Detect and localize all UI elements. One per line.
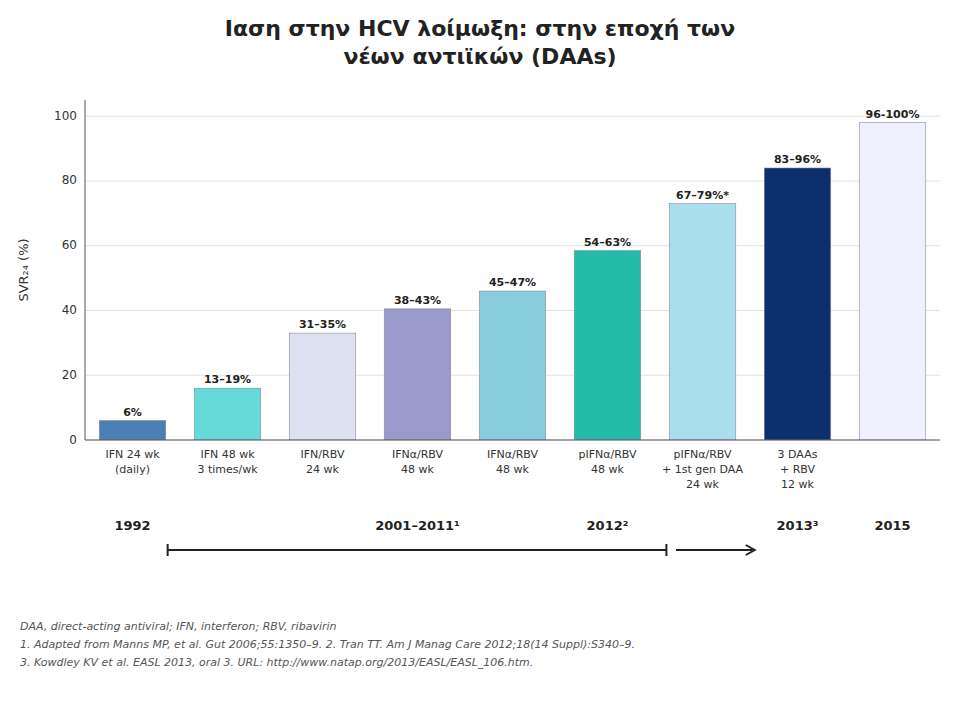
y-tick-label: 60	[62, 238, 77, 252]
timeline-end	[665, 544, 667, 556]
annotation: 2001–2011¹	[375, 518, 460, 533]
x-tick-label: IFN 24 wk(daily)	[105, 448, 160, 476]
y-tick-label: 80	[62, 173, 77, 187]
x-tick-label: pIFNα/RBV48 wk	[578, 448, 637, 476]
timeline	[168, 544, 755, 556]
y-tick-label: 100	[54, 109, 77, 123]
footnote: 3. Kowdley KV et al. EASL 2013, oral 3. …	[20, 656, 533, 669]
bar	[289, 333, 356, 440]
y-axis-line	[85, 100, 86, 440]
chart: Ιαση στην HCV λοίμωξη: στην εποχή τωννέω…	[0, 0, 960, 716]
data-label: 45–47%	[489, 276, 536, 289]
bars	[99, 123, 926, 440]
x-tick-label: IFN/RBV24 wk	[301, 448, 345, 476]
x-tick-label: IFNα/RBV48 wk	[392, 448, 444, 476]
annotation: 2015	[874, 518, 910, 533]
y-tick-label: 0	[69, 433, 77, 447]
timeline-line	[168, 549, 667, 551]
bar	[764, 168, 831, 440]
timeline-arrow-head	[746, 545, 755, 555]
data-label: 31–35%	[299, 318, 346, 331]
annotation: 2012²	[587, 518, 629, 533]
y-tick-label: 40	[62, 303, 77, 317]
data-label: 6%	[123, 406, 142, 419]
data-label: 83–96%	[774, 153, 821, 166]
grid-line	[85, 116, 940, 117]
grid-line	[85, 440, 940, 441]
bar	[574, 251, 641, 440]
bar	[669, 204, 736, 440]
timeline-arrow	[676, 549, 753, 551]
timeline-end	[167, 544, 169, 556]
footnote: DAA, direct-acting antiviral; IFN, inter…	[20, 620, 337, 633]
footnote: 1. Adapted from Manns MP, et al. Gut 200…	[20, 638, 635, 651]
grid	[85, 116, 940, 440]
y-tick-label: 20	[62, 368, 77, 382]
bar	[194, 388, 261, 440]
x-tick-label: 3 DAAs+ RBV12 wk	[778, 448, 818, 491]
data-label: 54–63%	[584, 236, 631, 249]
x-tick-label: IFN 48 wk3 times/wk	[197, 448, 258, 476]
title: Ιαση στην HCV λοίμωξη: στην εποχή τωννέω…	[225, 16, 735, 69]
annotation: 1992	[114, 518, 150, 533]
bar	[384, 309, 451, 440]
bar	[859, 123, 926, 440]
bar	[99, 421, 166, 440]
bar	[479, 291, 546, 440]
x-tick-label: IFNα/RBV48 wk	[487, 448, 539, 476]
data-label: 38–43%	[394, 294, 441, 307]
x-tick-label: pIFNα/RBV+ 1st gen DAA24 wk	[662, 448, 744, 491]
data-label: 96-100%	[866, 108, 920, 121]
data-label: 67–79%*	[676, 189, 729, 202]
y-axis-label: SVR₂₄ (%)	[16, 238, 31, 301]
annotation: 2013³	[777, 518, 819, 533]
x-axis-line	[85, 440, 940, 441]
data-label: 13–19%	[204, 373, 251, 386]
